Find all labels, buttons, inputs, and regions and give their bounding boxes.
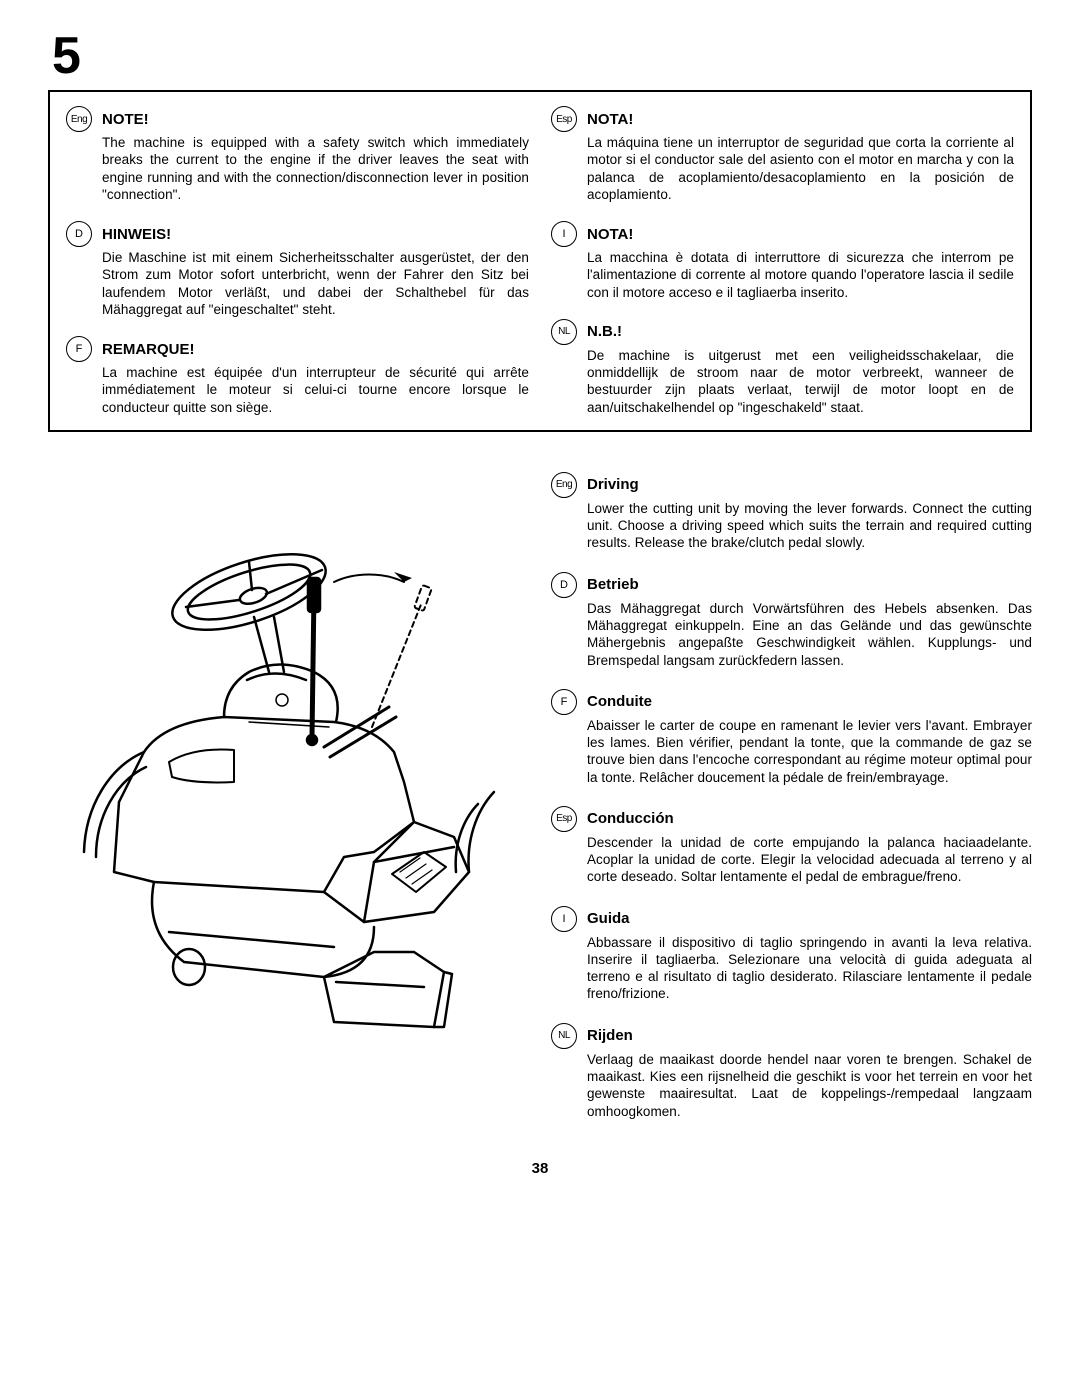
lang-badge: Esp — [551, 106, 577, 132]
lang-badge: F — [551, 689, 577, 715]
driving-de: D Betrieb Das Mähaggregat durch Vorwärts… — [551, 572, 1032, 669]
block-title: Driving — [587, 476, 639, 493]
block-body: Lower the cutting unit by moving the lev… — [551, 500, 1032, 552]
block-title: NOTA! — [587, 226, 633, 243]
block-title: REMARQUE! — [102, 341, 195, 358]
block-body: Verlaag de maaikast doorde hendel naar v… — [551, 1051, 1032, 1120]
lang-badge: NL — [551, 1023, 577, 1049]
lang-badge: Eng — [66, 106, 92, 132]
lang-badge: Eng — [551, 472, 577, 498]
block-title: Guida — [587, 910, 630, 927]
block-title: NOTE! — [102, 111, 149, 128]
block-body: La machine est équipée d'un interrupteur… — [66, 364, 529, 416]
lang-badge: NL — [551, 319, 577, 345]
block-title: NOTA! — [587, 111, 633, 128]
note-it: I NOTA! La macchina è dotata di interrut… — [551, 221, 1014, 301]
block-body: Descender la unidad de corte empujando l… — [551, 834, 1032, 886]
block-body: The machine is equipped with a safety sw… — [66, 134, 529, 203]
block-body: La máquina tiene un interruptor de segur… — [551, 134, 1014, 203]
chapter-number: 5 — [52, 30, 1032, 82]
note-nl: NL N.B.! De machine is uitgerust met een… — [551, 319, 1014, 416]
block-title: Conduite — [587, 693, 652, 710]
block-title: Conducción — [587, 810, 674, 827]
block-title: Betrieb — [587, 576, 639, 593]
manual-page: 5 Eng NOTE! The machine is equipped with… — [0, 0, 1080, 1197]
tractor-lever-illustration — [74, 522, 504, 1062]
note-de: D HINWEIS! Die Maschine ist mit einem Si… — [66, 221, 529, 318]
block-title: N.B.! — [587, 323, 622, 340]
block-body: La macchina è dotata di interruttore di … — [551, 249, 1014, 301]
note-es: Esp NOTA! La máquina tiene un interrupto… — [551, 106, 1014, 203]
block-title: HINWEIS! — [102, 226, 171, 243]
lang-badge: F — [66, 336, 92, 362]
lang-badge: D — [551, 572, 577, 598]
note-eng: Eng NOTE! The machine is equipped with a… — [66, 106, 529, 203]
block-body: Die Maschine ist mit einem Sicherheitssc… — [66, 249, 529, 318]
driving-eng: Eng Driving Lower the cutting unit by mo… — [551, 472, 1032, 552]
driving-column: Eng Driving Lower the cutting unit by mo… — [551, 472, 1032, 1140]
driving-nl: NL Rijden Verlaag de maaikast doorde hen… — [551, 1023, 1032, 1120]
block-body: Abaisser le carter de coupe en ramenant … — [551, 717, 1032, 786]
driving-it: I Guida Abbassare il dispositivo di tagl… — [551, 906, 1032, 1003]
block-title: Rijden — [587, 1027, 633, 1044]
lang-badge: D — [66, 221, 92, 247]
lang-badge: Esp — [551, 806, 577, 832]
note-fr: F REMARQUE! La machine est équipée d'un … — [66, 336, 529, 416]
notice-left-column: Eng NOTE! The machine is equipped with a… — [66, 106, 529, 416]
block-body: De machine is uitgerust met een veilighe… — [551, 347, 1014, 416]
block-body: Abbassare il dispositivo di taglio sprin… — [551, 934, 1032, 1003]
illustration-column — [48, 472, 529, 1140]
driving-es: Esp Conducción Descender la unidad de co… — [551, 806, 1032, 886]
driving-fr: F Conduite Abaisser le carter de coupe e… — [551, 689, 1032, 786]
lang-badge: I — [551, 221, 577, 247]
notice-box: Eng NOTE! The machine is equipped with a… — [48, 90, 1032, 432]
page-number: 38 — [48, 1160, 1032, 1177]
block-body: Das Mähaggregat durch Vorwärtsführen des… — [551, 600, 1032, 669]
notice-right-column: Esp NOTA! La máquina tiene un interrupto… — [551, 106, 1014, 416]
lang-badge: I — [551, 906, 577, 932]
